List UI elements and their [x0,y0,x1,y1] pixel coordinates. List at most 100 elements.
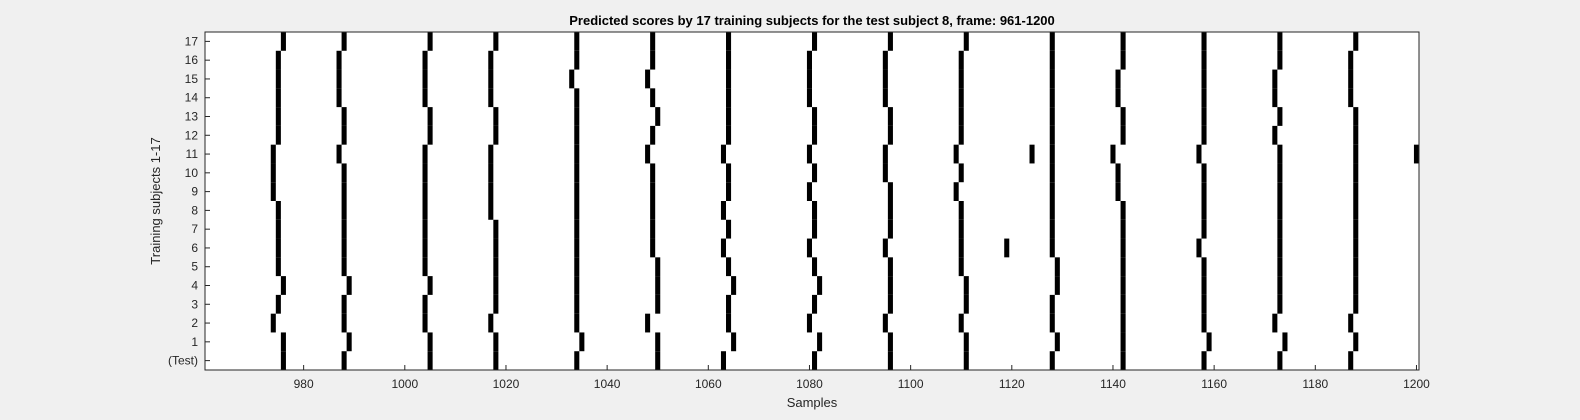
heatmap-cell [488,69,494,89]
heatmap-cell [650,182,656,201]
heatmap-cell [1277,32,1283,51]
heatmap-cell [650,125,656,145]
heatmap-cell [1120,332,1126,352]
heatmap-cell [806,313,812,333]
heatmap-cell [341,351,347,370]
heatmap-cell [817,276,823,295]
heatmap-cell [574,276,580,295]
heatmap-cell [720,201,727,220]
heatmap-cell [1277,144,1283,164]
heatmap-cell [341,107,347,126]
heatmap-cell [1120,257,1126,277]
heatmap-cell [422,238,428,258]
heatmap-cell [726,219,732,239]
heatmap-cell [958,69,964,89]
heatmap-cell [650,32,656,51]
heatmap-cell [726,88,732,108]
heatmap-cell [341,125,347,145]
x-tick-label: 1180 [1302,377,1328,391]
heatmap-cell [958,107,964,126]
heatmap-cell [336,50,342,70]
heatmap-cell [1277,238,1283,258]
heatmap-cell [953,182,959,201]
heatmap-cell [1110,144,1116,164]
x-tick-label: 1000 [391,377,418,391]
heatmap-cell [1272,88,1278,108]
y-tick-label: 14 [185,91,199,105]
heatmap-cell [270,144,276,164]
heatmap-cell [963,32,969,51]
heatmap-cell [336,144,342,164]
heatmap-cell [341,257,347,277]
heatmap-cell [270,163,276,183]
heatmap-cell [882,69,888,89]
heatmap-cell [275,257,281,277]
heatmap-cell [1282,332,1288,352]
y-tick-label: 7 [191,222,198,236]
heatmap-cell [958,125,964,145]
heatmap-cell [812,201,818,220]
heatmap-cell [574,125,580,145]
heatmap-cell [1353,276,1359,295]
heatmap-cell [574,107,580,126]
heatmap-cell [726,125,732,145]
y-tick-label: 1 [191,335,198,349]
heatmap-cell [1196,238,1202,258]
heatmap-cell [731,332,737,352]
x-tick-label: 1040 [594,377,621,391]
heatmap-cell [655,257,661,277]
heatmap-cell [1049,125,1055,145]
heatmap-cell [882,163,888,183]
y-tick-label: 12 [185,128,199,142]
heatmap-cell [422,294,428,314]
heatmap-cell [726,182,732,201]
heatmap-cell [720,238,727,258]
heatmap-cell [1049,238,1055,258]
heatmap-cell [422,88,428,108]
heatmap-cell [1120,201,1126,220]
heatmap-cell [341,201,347,220]
heatmap-cell [887,182,893,201]
heatmap-cell [1120,313,1126,333]
heatmap-cell [427,332,433,352]
heatmap-cell [493,257,499,277]
heatmap-cell [574,144,580,164]
heatmap-cell [341,294,347,314]
heatmap-cell [1120,294,1126,314]
heatmap-cell [812,163,818,183]
heatmap-cell [963,351,969,370]
plot-frame [204,31,1420,371]
heatmap-cell [574,88,580,108]
heatmap-cell [655,276,661,295]
heatmap-cell [488,88,494,108]
heatmap-cell [488,313,494,333]
heatmap-cell [341,182,347,201]
heatmap-cell [336,88,342,108]
heatmap-cell [882,238,888,258]
heatmap-cell [812,32,818,51]
x-tick-label: 1080 [796,377,823,391]
heatmap-cell [1049,50,1055,70]
heatmap-cell [275,125,281,145]
heatmap-cell [650,50,656,70]
heatmap-cell [655,332,661,352]
heatmap-cell [336,69,342,89]
heatmap-cell [806,69,812,89]
heatmap-cell [1353,219,1359,239]
heatmap-cell [726,257,732,277]
heatmap-cell [812,351,818,370]
heatmap-cell [1120,219,1126,239]
heatmap-cell [1201,313,1207,333]
heatmap-cell [1272,313,1278,333]
heatmap-cell [1201,294,1207,314]
heatmap-cell [1277,50,1283,70]
heatmap-cell [882,88,888,108]
heatmap-cell [726,294,732,314]
heatmap-cell [958,50,964,70]
heatmap-cell [963,332,969,352]
heatmap-cell [963,294,969,314]
heatmap-cell [812,294,818,314]
heatmap-cell [1353,125,1359,145]
heatmap-cell [427,351,433,370]
